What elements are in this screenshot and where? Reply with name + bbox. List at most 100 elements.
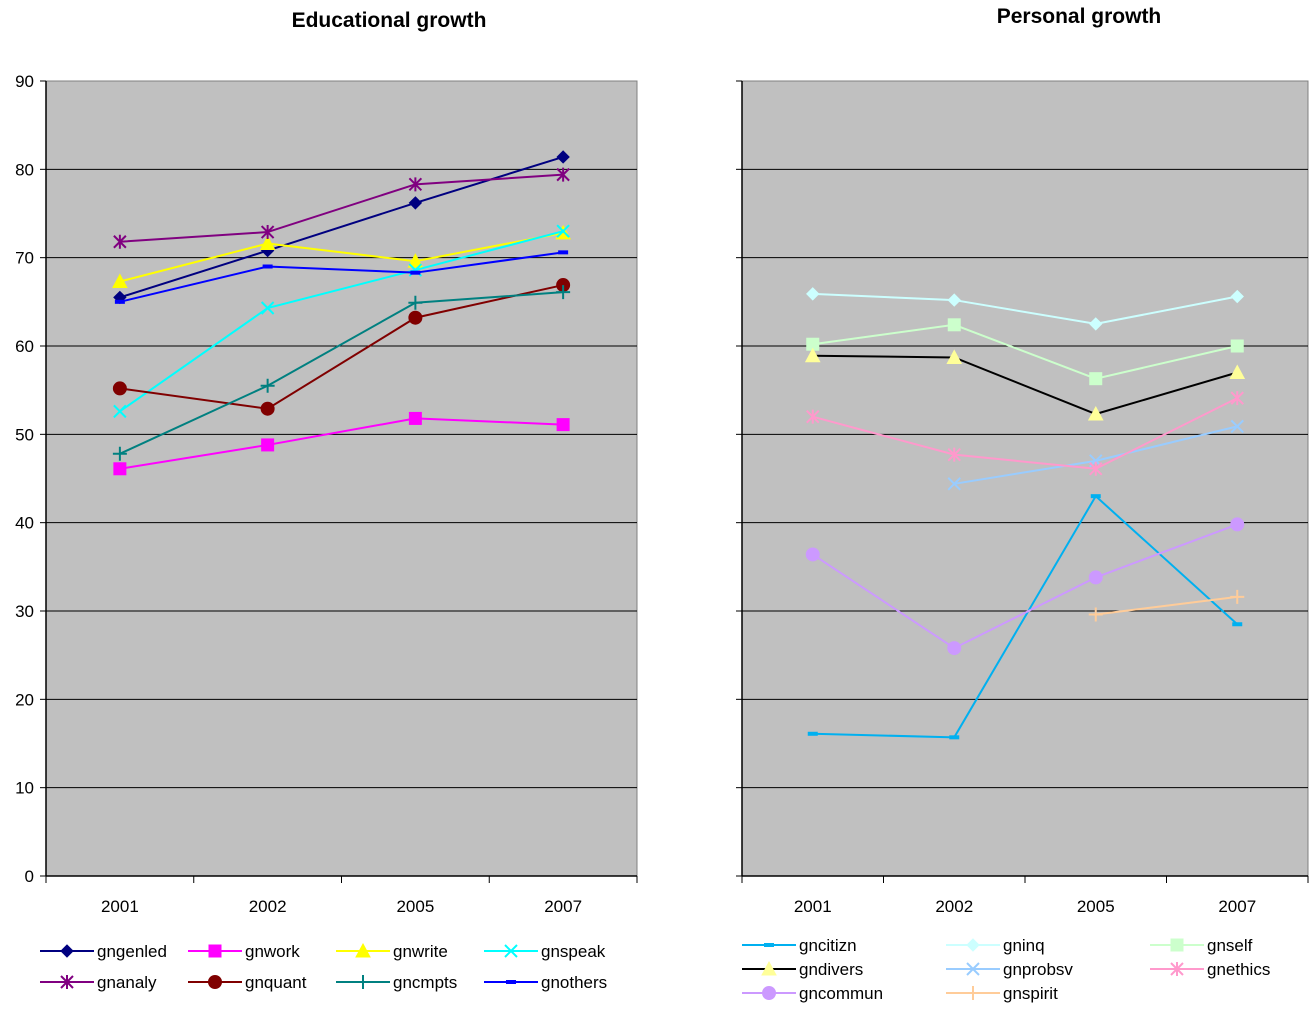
y-tick-label: 0 [25, 867, 34, 886]
data-point [112, 273, 128, 289]
data-point [1230, 589, 1245, 604]
y-tick-label: 10 [15, 779, 34, 798]
data-point [1229, 364, 1246, 379]
series-line [119, 284, 564, 410]
data-point [1230, 419, 1244, 434]
legend-item: gnself [1150, 936, 1253, 955]
series-line [812, 292, 1238, 325]
y-tick-label: 50 [15, 425, 34, 444]
data-point [408, 310, 423, 325]
data-point [261, 438, 275, 452]
data-point [410, 270, 421, 275]
legend-item: gnothers [484, 973, 607, 992]
data-point [804, 347, 821, 363]
data-point [556, 167, 570, 182]
legend-label: gnanaly [97, 973, 157, 992]
data-point [260, 301, 275, 315]
legend-marker [208, 944, 222, 958]
legend-label: gncmpts [393, 973, 457, 992]
data-point [947, 641, 962, 656]
legend-label: gngenled [97, 942, 167, 961]
y-tick-label: 60 [15, 337, 34, 356]
data-point [408, 196, 423, 210]
data-point [558, 250, 569, 255]
series-gncommun [805, 517, 1245, 656]
series-gndivers [804, 347, 1246, 421]
data-point [1088, 607, 1103, 622]
data-point [1090, 494, 1101, 499]
legend-item: gnethics [1150, 960, 1270, 979]
data-point [408, 295, 423, 310]
legend-label: gnquant [245, 973, 307, 992]
data-point [112, 381, 127, 396]
legend-marker [762, 986, 776, 1000]
data-point [113, 404, 127, 419]
legend-marker [60, 944, 74, 958]
legend-marker [355, 942, 371, 958]
series-line [812, 494, 1238, 739]
legend-marker [764, 943, 774, 947]
data-point [1089, 317, 1103, 331]
legend-label: gnspirit [1003, 984, 1058, 1003]
legend-label: gnwork [245, 942, 300, 961]
x-tick-label: 2005 [1077, 897, 1115, 916]
x-tick-label: 2005 [396, 897, 434, 916]
legend-item: gndivers [742, 960, 863, 979]
legend-marker [208, 975, 222, 989]
series-gnothers [114, 250, 569, 304]
series-line [119, 251, 564, 303]
x-tick-label: 2002 [935, 897, 973, 916]
x-tick-label: 2002 [249, 897, 287, 916]
y-tick-label: 20 [15, 690, 34, 709]
series-gnquant [112, 278, 571, 416]
series-line [119, 417, 564, 470]
data-point [947, 293, 961, 307]
legend-label: gndivers [799, 960, 863, 979]
series-line [812, 354, 1238, 416]
y-tick-label: 40 [15, 514, 34, 533]
data-point [114, 299, 125, 304]
data-point [807, 731, 818, 736]
series-gnanaly [113, 167, 570, 249]
data-point [1232, 622, 1243, 627]
data-point [408, 177, 423, 192]
data-point [805, 547, 820, 562]
series-gnself [806, 318, 1244, 386]
legend-marker [506, 980, 516, 984]
data-point [806, 409, 820, 424]
data-point [408, 411, 422, 425]
legend-marker [60, 975, 74, 989]
legend-marker [1170, 962, 1184, 976]
x-tick-label: 2001 [794, 897, 832, 916]
legend-item: gnprobsv [946, 960, 1073, 979]
data-point [1230, 517, 1245, 532]
data-point [556, 418, 570, 432]
series-gnethics [806, 391, 1244, 476]
plot-area [741, 80, 1309, 877]
data-point [556, 150, 570, 164]
legend-label: gnwrite [393, 942, 448, 961]
legend-marker [1170, 938, 1184, 952]
data-point [1088, 570, 1103, 585]
legend-label: gncitizn [799, 936, 857, 955]
series-gninq [806, 287, 1244, 331]
legend-item: gninq [946, 936, 1045, 955]
legend-item: gncitizn [742, 936, 857, 955]
series-line [812, 323, 1238, 380]
legend-item: gnwrite [336, 942, 448, 961]
legend-label: gnself [1207, 936, 1253, 955]
legend-marker [966, 938, 980, 952]
data-point [260, 378, 275, 393]
data-point [260, 225, 275, 240]
legend-item: gnspeak [484, 942, 606, 961]
legend-marker [356, 975, 370, 989]
data-point [556, 285, 571, 300]
chart-title: Educational growth [292, 9, 487, 32]
data-point [112, 446, 127, 461]
legend-item: gncommun [742, 984, 883, 1003]
data-point [1230, 391, 1244, 406]
data-point [113, 462, 127, 476]
legend-marker [761, 960, 777, 976]
legend-item: gncmpts [336, 973, 457, 992]
